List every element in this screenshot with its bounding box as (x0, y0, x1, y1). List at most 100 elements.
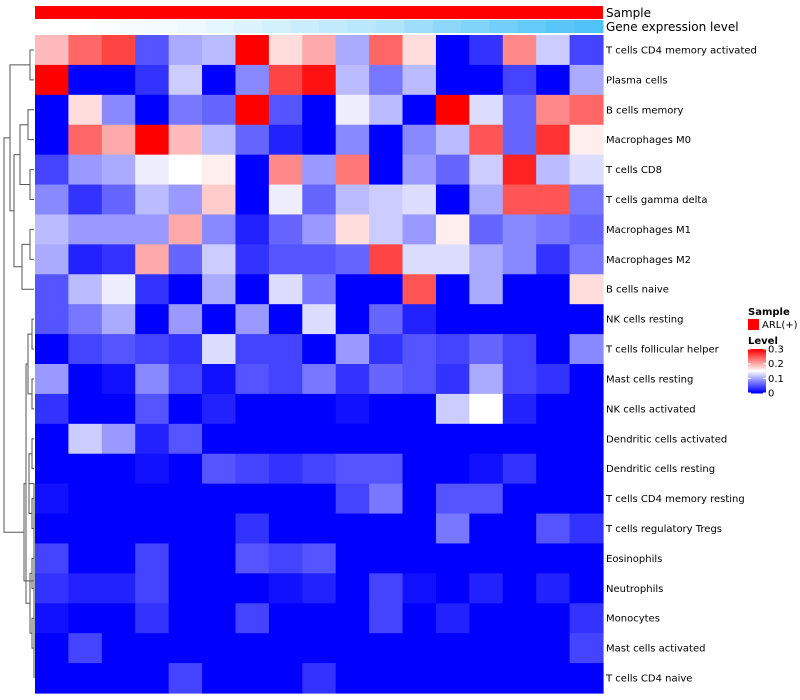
heatmap-cell (302, 453, 337, 485)
heatmap-cell (536, 94, 571, 126)
heatmap-cell (168, 633, 203, 664)
heatmap-cell (302, 154, 337, 186)
heatmap-cell (168, 35, 203, 66)
dendrogram-branch (3, 137, 24, 533)
heatmap-cell (168, 94, 203, 126)
legend-gradient-step (748, 369, 766, 371)
expression-annotation-cell (574, 20, 604, 33)
heatmap-cell (168, 64, 203, 96)
heatmap-cell (202, 364, 237, 395)
heatmap-cell (202, 214, 237, 245)
heatmap-cell (35, 35, 70, 66)
heatmap-cell (268, 94, 303, 126)
heatmap-cell (101, 154, 136, 186)
heatmap-cell (135, 573, 170, 604)
legend-gradient-step (748, 391, 766, 393)
legend-gradient-step (748, 355, 766, 357)
heatmap-cell (202, 483, 237, 515)
row-label-nk-cells-activated: NK cells activated (606, 404, 696, 415)
heatmap-cell (335, 543, 370, 574)
heatmap-cell (302, 64, 337, 96)
heatmap-cell (502, 244, 537, 275)
heatmap-cell (135, 483, 170, 515)
heatmap-cell (569, 94, 604, 126)
heatmap-cell (369, 94, 404, 126)
heatmap-cell (369, 124, 404, 156)
heatmap-cell (536, 154, 571, 186)
heatmap-cell (502, 94, 537, 126)
heatmap-cell (135, 274, 170, 305)
row-label-t-cells-cd4-memory-activated: T cells CD4 memory activated (605, 46, 757, 57)
heatmap-cell (302, 393, 337, 425)
heatmap-cell (202, 633, 237, 664)
heatmap-cell (101, 35, 136, 66)
heatmap-cell (268, 453, 303, 485)
heatmap-cell (235, 603, 270, 634)
heatmap-cell (502, 573, 537, 604)
heatmap-cell (435, 94, 470, 126)
expression-annotation-cell (347, 20, 377, 33)
dendrogram-branch (27, 333, 32, 395)
legend-gradient-step (748, 364, 766, 366)
heatmap-cell (536, 423, 571, 455)
heatmap-cell (402, 184, 437, 216)
heatmap-cell (302, 573, 337, 604)
heatmap-cell (569, 483, 604, 515)
heatmap-cell (302, 633, 337, 664)
row-label-b-cells-naive: B cells naive (606, 285, 669, 296)
heatmap-cell (268, 184, 303, 216)
legend-gradient-step (748, 376, 766, 378)
heatmap-cell (68, 513, 103, 545)
heatmap-cell (101, 633, 136, 664)
row-label-macrophages-m0: Macrophages M0 (606, 135, 691, 146)
heatmap-cell (435, 423, 470, 455)
heatmap-cell (101, 64, 136, 96)
heatmap-cell (569, 543, 604, 574)
heatmap-cell (135, 35, 170, 66)
heatmap-cell (369, 154, 404, 186)
heatmap-cell (168, 603, 203, 634)
legend-gradient-step (748, 371, 766, 373)
heatmap-cell (235, 453, 270, 485)
heatmap-cell (469, 94, 504, 126)
heatmap-cell (536, 663, 571, 694)
row-label-t-cells-gamma-delta: T cells gamma delta (605, 195, 707, 206)
heatmap-cell (536, 64, 571, 96)
heatmap-cell (202, 603, 237, 634)
heatmap-cell (469, 274, 504, 305)
legend-gradient-step (748, 384, 766, 386)
legend-gradient-step (748, 392, 766, 394)
heatmap-cell (135, 244, 170, 275)
heatmap-cell (68, 453, 103, 485)
legend-gradient-step (748, 378, 766, 380)
heatmap-cell (536, 633, 571, 664)
legend-gradient-step (748, 368, 766, 370)
heatmap-cell (202, 154, 237, 186)
heatmap-cell (168, 154, 203, 186)
expression-annotation-cell (120, 20, 150, 33)
heatmap-cell (268, 124, 303, 156)
heatmap-cell (268, 214, 303, 245)
heatmap-cell (335, 244, 370, 275)
heatmap-cell (335, 304, 370, 335)
legend-gradient-step (748, 387, 766, 389)
heatmap-cell (402, 393, 437, 425)
heatmap-cell (135, 334, 170, 365)
legend-sample-swatch (748, 319, 759, 330)
heatmap-cell (101, 393, 136, 425)
heatmap-cell (569, 64, 604, 96)
heatmap-cell (35, 334, 70, 365)
heatmap-cell (68, 633, 103, 664)
heatmap-cell (469, 35, 504, 66)
expression-annotation-cell (205, 20, 235, 33)
heatmap-cell (302, 124, 337, 156)
expression-annotation-cell (517, 20, 547, 33)
heatmap-cell (335, 154, 370, 186)
heatmap-cell (369, 513, 404, 545)
heatmap-cell (268, 154, 303, 186)
heatmap-cell (135, 393, 170, 425)
heatmap-cell (68, 35, 103, 66)
heatmap-cell (402, 94, 437, 126)
heatmap-cell (369, 35, 404, 66)
heatmap-cell (402, 334, 437, 365)
